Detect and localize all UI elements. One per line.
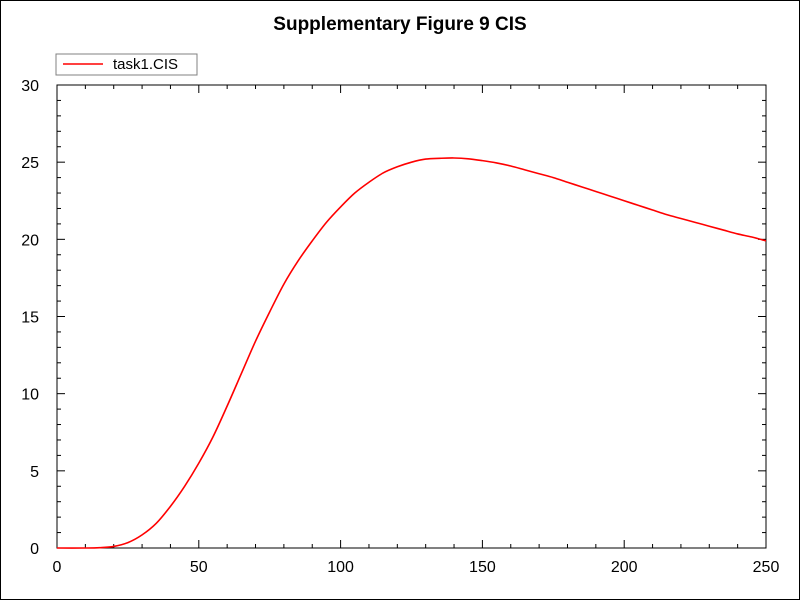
x-tick-label: 100 (327, 559, 354, 576)
y-tick-label: 10 (21, 387, 39, 404)
y-tick-label: 30 (21, 78, 39, 95)
legend: task1.CIS (55, 53, 198, 76)
x-axis: 0 50 100 150 200 250 (53, 85, 780, 576)
x-tick-label: 200 (611, 559, 638, 576)
y-tick-label: 25 (21, 155, 39, 172)
series-layer (56, 157, 767, 549)
legend-box (55, 53, 198, 76)
x-tick-label: 0 (53, 559, 62, 576)
y-tick-label: 5 (30, 464, 39, 481)
series-line (56, 157, 767, 549)
y-tick-label: 20 (21, 232, 39, 249)
y-tick-label: 15 (21, 310, 39, 327)
x-tick-label: 250 (753, 559, 780, 576)
x-tick-label: 150 (469, 559, 496, 576)
y-tick-label: 0 (30, 541, 39, 558)
x-tick-label: 50 (190, 559, 208, 576)
chart-title: Supplementary Figure 9 CIS (273, 14, 527, 35)
y-axis: 0 5 10 15 20 25 30 (21, 78, 766, 558)
legend-label: task1.CIS (113, 56, 178, 73)
plot-area (56, 84, 767, 549)
